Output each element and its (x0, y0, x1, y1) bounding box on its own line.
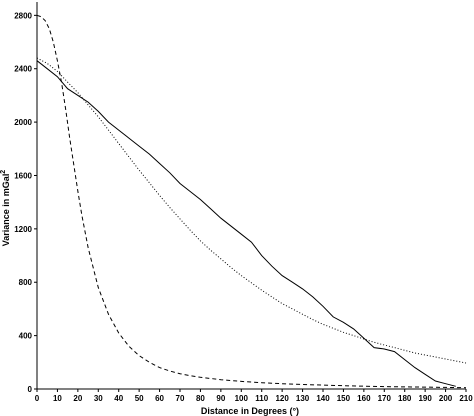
x-tick-label: 90 (216, 394, 225, 403)
y-axis-title-superscript: 2 (0, 170, 7, 174)
x-tick-label: 150 (337, 394, 351, 403)
x-tick-label: 70 (176, 394, 185, 403)
series-lines (36, 14, 467, 389)
x-tick-label: 60 (155, 394, 164, 403)
y-tick-label: 800 (19, 278, 33, 287)
axes: 0 10 20 30 40 50 60 70 80 90 100 110 120 130 140 150 160… (14, 2, 473, 403)
x-tick-label: 160 (357, 394, 371, 403)
x-tick-label: 130 (296, 394, 310, 403)
x-tick-label: 20 (73, 394, 82, 403)
y-tick-label: 0 (28, 385, 33, 394)
y-axis-title: Variance in mGal2 (0, 170, 11, 247)
y-tick-label: 400 (19, 332, 33, 341)
x-tick-label: 30 (94, 394, 103, 403)
y-tick-label: 1200 (14, 225, 32, 234)
x-tick-label: 170 (378, 394, 392, 403)
x-tick-label: 10 (53, 394, 62, 403)
y-tick-label: 2000 (14, 118, 32, 127)
x-tick-label: 180 (398, 394, 412, 403)
x-tick-label: 50 (135, 394, 144, 403)
x-tick-label: 140 (316, 394, 330, 403)
x-tick-label: 120 (275, 394, 289, 403)
x-tick-label: 80 (196, 394, 205, 403)
series-line-solid (36, 60, 456, 387)
y-tick-label: 2800 (14, 11, 32, 20)
y-tick-label: 1600 (14, 171, 32, 180)
x-axis-title: Distance in Degrees (°) (201, 406, 299, 416)
x-tick-label: 210 (459, 394, 473, 403)
series-line-dotted (36, 57, 467, 364)
x-tick-label: 190 (418, 394, 432, 403)
y-axis-title-main: Variance in mGal (1, 174, 11, 247)
y-tick-label: 2400 (14, 65, 32, 74)
x-tick-label: 100 (235, 394, 249, 403)
x-tick-label: 40 (114, 394, 123, 403)
x-tick-label: 200 (439, 394, 453, 403)
x-tick-label: 0 (35, 394, 40, 403)
x-tick-label: 110 (255, 394, 268, 403)
series-line-dashed (36, 14, 467, 389)
